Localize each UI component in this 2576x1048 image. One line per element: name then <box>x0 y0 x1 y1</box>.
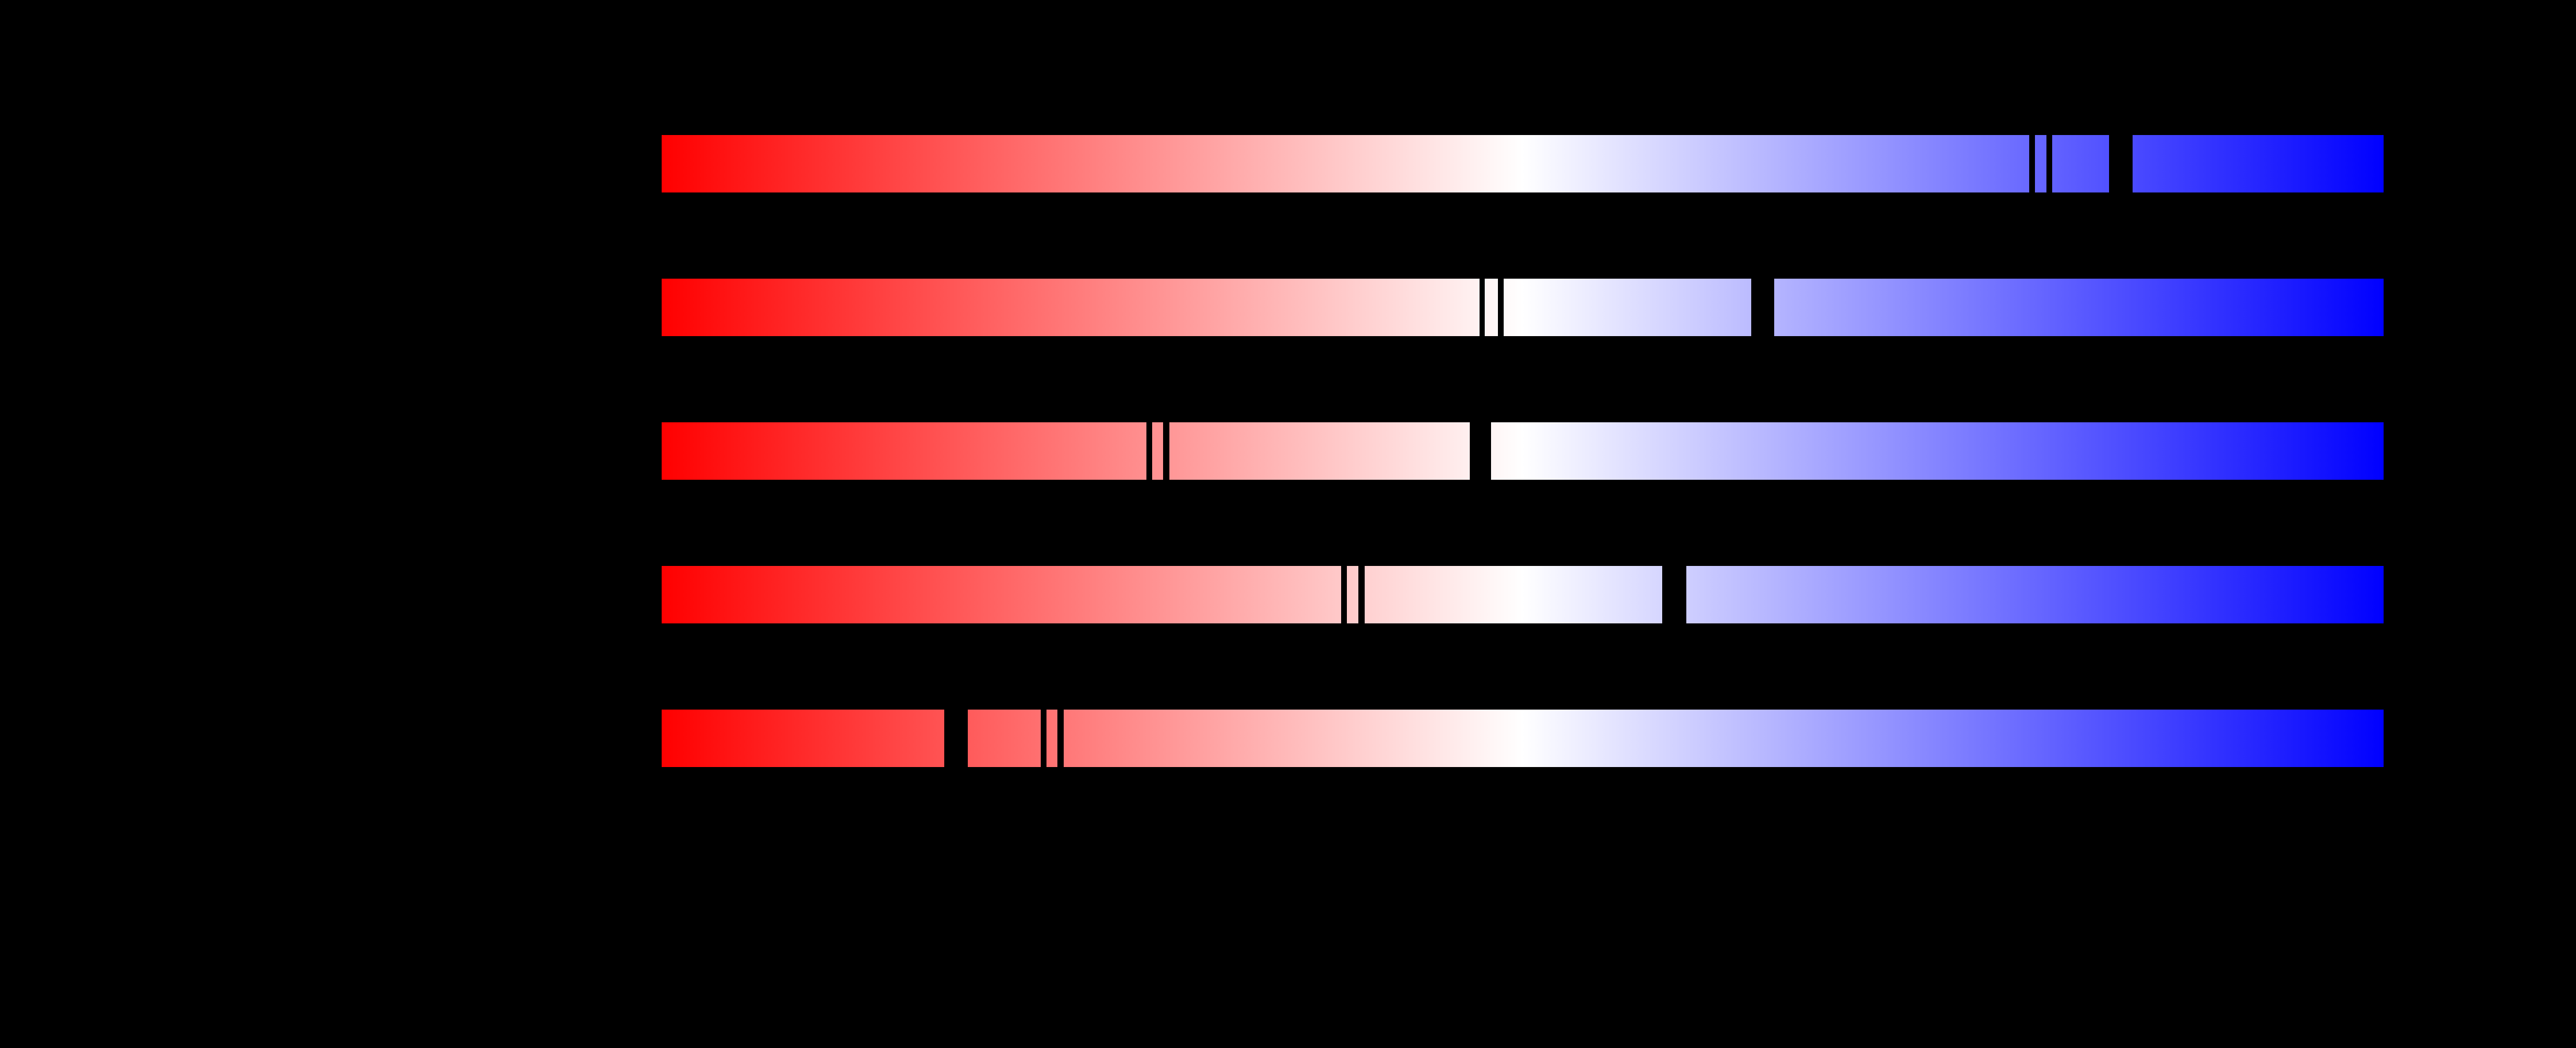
wide-gap-marker <box>2109 135 2133 192</box>
gradient-bar-row-5 <box>662 710 2384 767</box>
wide-gap-marker <box>1662 566 1686 623</box>
thin-tick-marker <box>1480 279 1485 336</box>
gradient-bar-row-3 <box>662 422 2384 480</box>
wide-gap-marker <box>1751 279 1774 336</box>
gradient-bar-row-1 <box>662 135 2384 192</box>
thin-tick-marker <box>1163 422 1169 480</box>
thin-tick-marker <box>1057 710 1064 767</box>
thin-tick-marker <box>1498 279 1504 336</box>
gradient-bar-row-2 <box>662 279 2384 336</box>
gradient-bar-row-4 <box>662 566 2384 623</box>
wide-gap-marker <box>944 710 968 767</box>
thin-tick-marker <box>1146 422 1152 480</box>
thin-tick-marker <box>2029 135 2035 192</box>
thin-tick-marker <box>2046 135 2052 192</box>
thin-tick-marker <box>1358 566 1365 623</box>
thin-tick-marker <box>1341 566 1347 623</box>
wide-gap-marker <box>1470 422 1491 480</box>
thin-tick-marker <box>1041 710 1046 767</box>
